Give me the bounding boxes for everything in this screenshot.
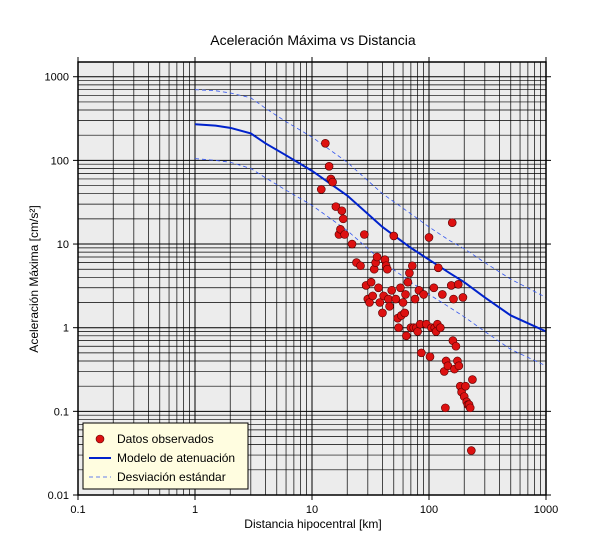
data-point xyxy=(413,327,422,336)
data-point xyxy=(433,263,443,273)
data-point xyxy=(398,298,408,307)
data-point xyxy=(453,280,463,289)
data-point xyxy=(401,290,410,299)
data-point xyxy=(410,294,420,304)
data-point xyxy=(340,230,349,239)
data-point xyxy=(389,231,399,241)
data-point xyxy=(331,202,341,211)
data-point xyxy=(461,381,470,391)
data-point xyxy=(384,294,393,304)
x-axis-label: Distancia hipocentral [km] xyxy=(244,517,381,531)
data-point xyxy=(368,291,377,301)
x-tick-label: 10 xyxy=(306,504,318,516)
data-point xyxy=(465,403,475,413)
data-point xyxy=(337,206,347,216)
data-point xyxy=(447,218,457,227)
x-tick-label: 100 xyxy=(420,504,438,516)
data-point xyxy=(394,323,403,332)
data-point xyxy=(402,331,411,341)
y-tick-label: 1000 xyxy=(45,72,69,84)
data-point xyxy=(441,403,450,413)
data-point xyxy=(366,277,376,287)
std-dev-line xyxy=(194,158,546,367)
legend-label: Datos observados xyxy=(117,432,214,446)
data-point xyxy=(438,290,447,299)
data-point xyxy=(403,277,413,287)
y-tick-label: 0.1 xyxy=(54,406,69,418)
data-layer xyxy=(194,89,546,455)
data-point xyxy=(375,298,385,307)
data-point xyxy=(429,283,439,293)
y-axis-label: Aceleración Máxima [cm/s²] xyxy=(27,205,41,352)
data-point xyxy=(356,261,365,271)
data-point xyxy=(360,230,369,239)
data-point xyxy=(417,348,426,358)
data-point xyxy=(374,283,383,293)
data-point xyxy=(372,252,382,262)
std-dev-line xyxy=(194,89,546,298)
data-point xyxy=(405,268,414,278)
data-point xyxy=(454,361,464,371)
data-point xyxy=(385,302,394,311)
data-point xyxy=(391,294,401,304)
legend: Datos observados Modelo de atenuación Desv… xyxy=(82,422,249,490)
y-tick-label: 0.01 xyxy=(48,490,69,502)
data-point xyxy=(324,161,334,171)
data-point xyxy=(387,285,397,295)
data-point xyxy=(425,352,435,362)
x-tick-label: 1000 xyxy=(534,504,558,516)
data-point xyxy=(436,323,445,332)
data-point xyxy=(347,239,357,249)
legend-marker-points xyxy=(95,434,105,444)
data-point xyxy=(338,214,348,224)
data-point xyxy=(449,294,458,304)
x-tick-label: 1 xyxy=(192,504,198,516)
y-tick-label: 10 xyxy=(57,239,69,251)
plot-frame xyxy=(77,61,547,496)
data-point xyxy=(446,281,456,290)
x-tick-label: 0.1 xyxy=(70,504,85,516)
y-tick-label: 100 xyxy=(51,155,69,167)
data-point xyxy=(458,293,468,302)
legend-label: Modelo de atenuación xyxy=(117,451,235,465)
data-point xyxy=(468,375,477,384)
legend-box xyxy=(82,422,249,490)
data-point xyxy=(451,341,461,351)
chart-title: Aceleración Máxima vs Distancia xyxy=(210,32,416,48)
data-point xyxy=(382,264,392,274)
data-point xyxy=(467,446,476,455)
legend-label: Desviación estándar xyxy=(117,470,226,484)
data-point xyxy=(419,290,428,299)
data-point xyxy=(424,233,434,242)
data-point xyxy=(396,283,405,293)
data-point xyxy=(321,139,330,148)
data-point xyxy=(378,308,387,318)
data-point xyxy=(316,185,326,194)
y-tick-label: 1 xyxy=(63,323,69,335)
model-line xyxy=(194,123,546,333)
data-point xyxy=(328,177,337,187)
data-point xyxy=(400,308,410,318)
data-point xyxy=(408,261,417,271)
